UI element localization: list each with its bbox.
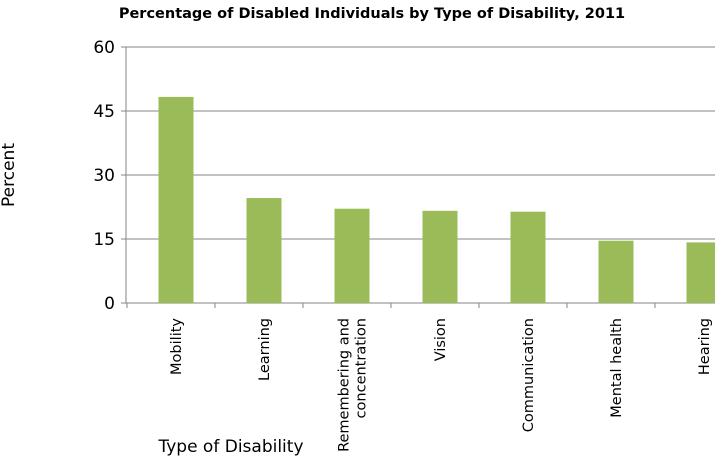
- bar: [423, 211, 458, 303]
- bar: [687, 242, 715, 303]
- x-tick-label: Vision: [433, 318, 449, 361]
- bar: [599, 241, 634, 303]
- y-tick-labels: 0 15 30 45 60: [93, 38, 115, 314]
- chart-title: Percentage of Disabled Individuals by Ty…: [119, 6, 625, 22]
- x-tick-label-line: Hearing: [697, 318, 713, 375]
- x-tick-label-line: Vision: [433, 318, 449, 361]
- bar: [247, 198, 282, 303]
- x-tick-label-line: Learning: [257, 318, 273, 381]
- x-tick-label: Mobility: [169, 318, 185, 375]
- y-tick-label: 45: [93, 102, 115, 122]
- x-tick-label-line: Communication: [521, 318, 537, 432]
- x-tick-label: Learning: [257, 318, 273, 381]
- y-tick-label: 15: [93, 230, 115, 250]
- bar: [511, 212, 546, 303]
- bar: [335, 209, 370, 303]
- x-tick-label: Mental health: [609, 318, 625, 418]
- y-tick-label: 30: [93, 166, 115, 186]
- bar: [159, 97, 194, 303]
- x-tick-label-line: Remembering and: [337, 318, 353, 452]
- y-tick-label: 0: [104, 294, 115, 314]
- y-tick-label: 60: [93, 38, 115, 58]
- x-tick-label-line: concentration: [354, 318, 370, 418]
- x-tick-label: Communication: [521, 318, 537, 432]
- x-tick-label-line: Mobility: [169, 318, 185, 375]
- y-axis-title: Percent: [0, 143, 19, 207]
- x-tick-label: Hearing: [697, 318, 713, 375]
- x-axis-title: Type of Disability: [157, 437, 303, 456]
- bars: [159, 97, 715, 303]
- x-tick-label-line: Mental health: [609, 318, 625, 418]
- gridlines: [126, 47, 715, 239]
